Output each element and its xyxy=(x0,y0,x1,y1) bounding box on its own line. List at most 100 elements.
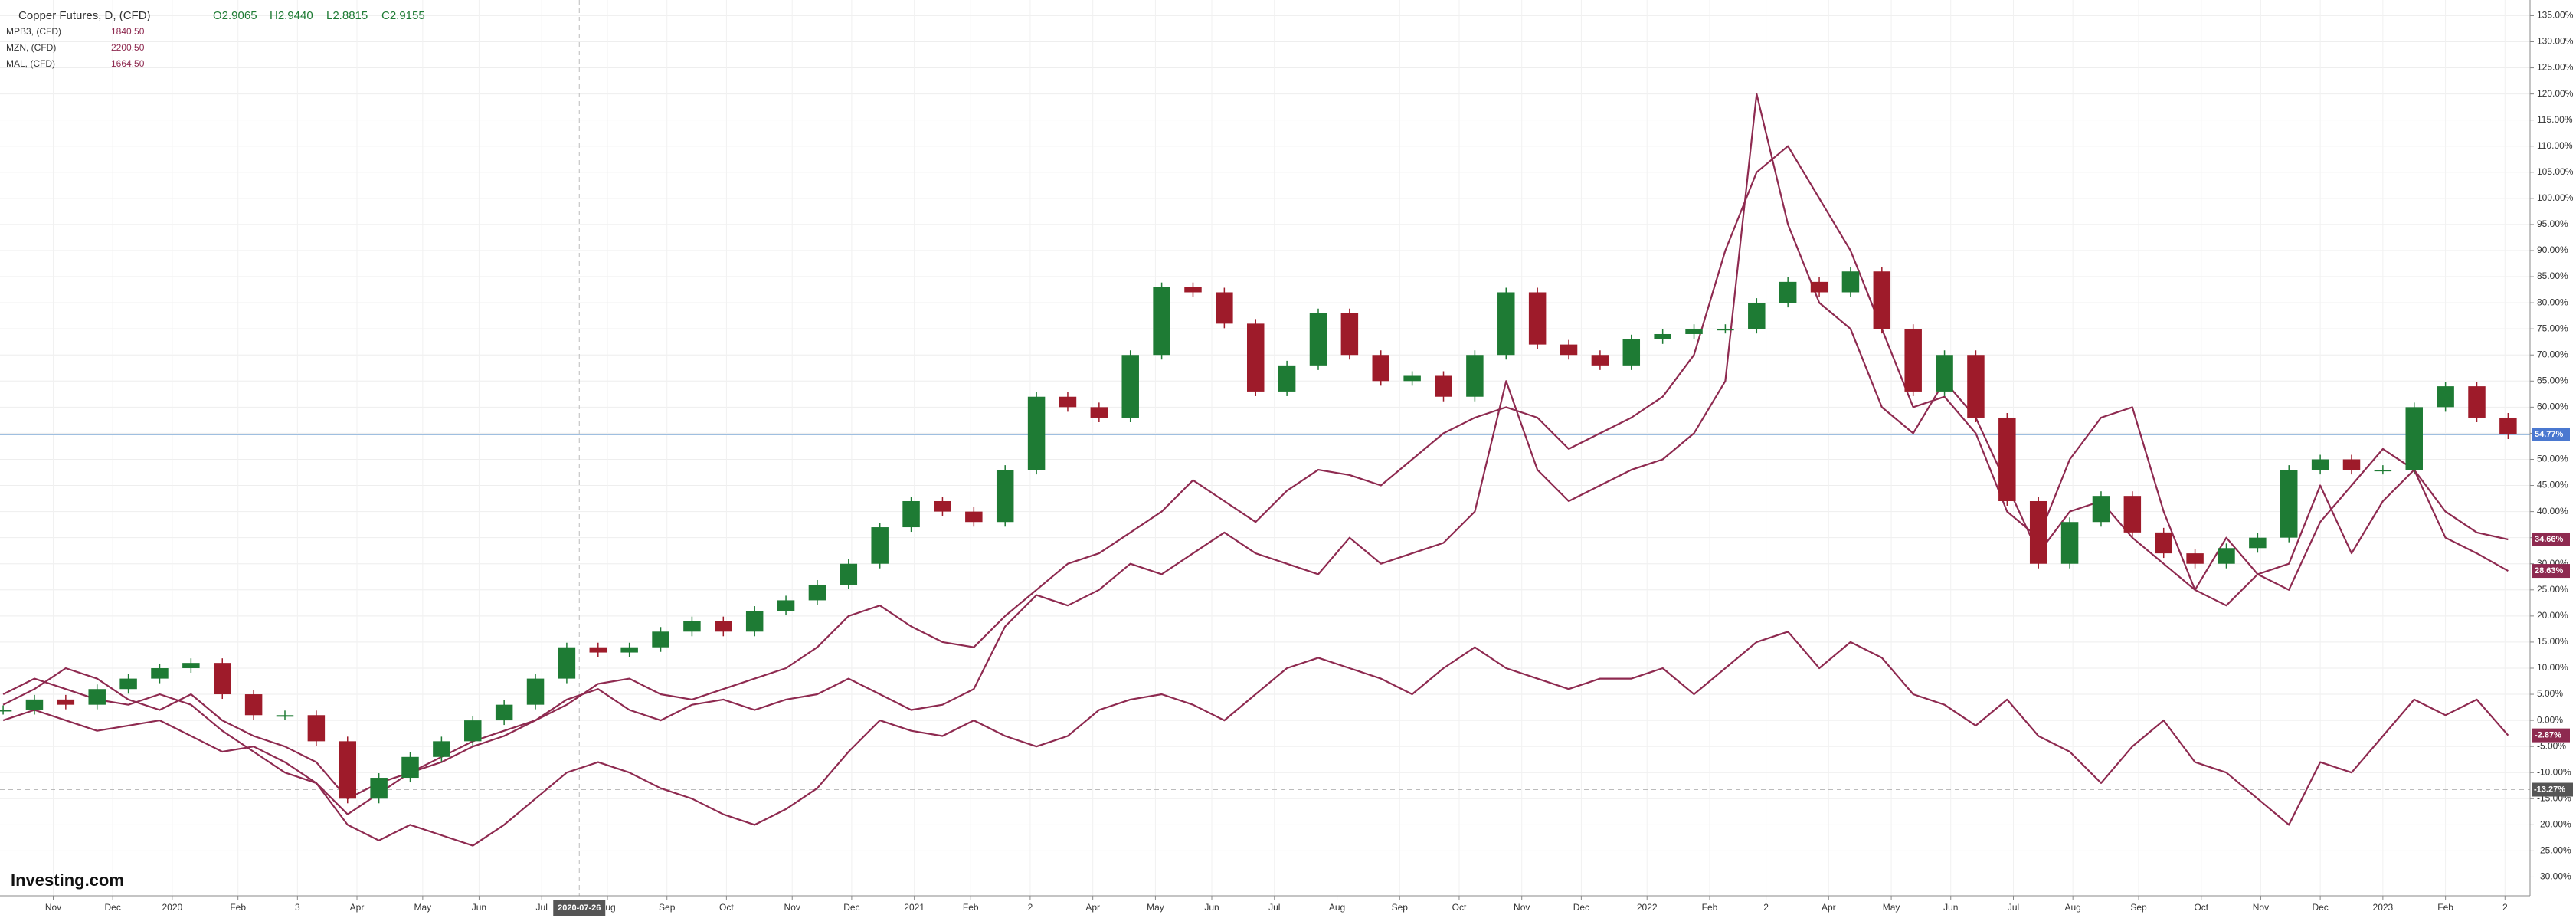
x-tick-label: Dec xyxy=(1573,902,1589,913)
x-tick-label: May xyxy=(1883,902,1900,913)
y-tick-label: 120.00% xyxy=(2537,88,2574,99)
candle xyxy=(1153,287,1170,356)
candle xyxy=(1810,281,1828,293)
crosshair-x-label: 2020-07-26 xyxy=(558,903,601,913)
candle xyxy=(526,678,545,705)
x-tick-label: 2 xyxy=(1763,902,1769,913)
y-tick-label: 80.00% xyxy=(2537,297,2568,307)
candle xyxy=(1372,355,1389,382)
y-tick-label: 5.00% xyxy=(2537,688,2563,699)
x-tick-label: May xyxy=(1147,902,1164,913)
candle xyxy=(1591,355,1609,366)
y-tick-label: 20.00% xyxy=(2537,610,2568,621)
y-tick-label: 95.00% xyxy=(2537,218,2568,229)
last-value-label: 54.77% xyxy=(2535,430,2564,439)
x-tick-label: Feb xyxy=(963,902,979,913)
ohlc-low: L2.8815 xyxy=(326,9,368,22)
y-tick-label: 85.00% xyxy=(2537,270,2568,281)
y-tick-label: -20.00% xyxy=(2537,819,2571,830)
y-tick-label: -25.00% xyxy=(2537,845,2571,856)
x-tick-label: Feb xyxy=(2437,902,2453,913)
candle xyxy=(1779,281,1797,303)
candle xyxy=(151,667,169,679)
candle xyxy=(745,611,764,632)
candle xyxy=(558,647,576,679)
candle xyxy=(2155,532,2172,554)
candle xyxy=(1622,339,1641,366)
candle xyxy=(2374,470,2392,472)
candle xyxy=(495,704,513,721)
candle xyxy=(464,720,482,742)
ohlc-high: H2.9440 xyxy=(270,9,313,22)
candle xyxy=(808,584,826,601)
candle xyxy=(777,600,795,611)
candle xyxy=(213,663,231,695)
y-tick-label: 45.00% xyxy=(2537,480,2568,490)
x-tick-label: Jul xyxy=(536,902,548,913)
x-tick-label: Sep xyxy=(659,902,676,913)
y-tick-label: 115.00% xyxy=(2537,114,2573,125)
candle xyxy=(2468,386,2486,418)
x-tick-label: Jul xyxy=(2008,902,2019,913)
candle xyxy=(2123,496,2142,533)
x-tick-label: Feb xyxy=(230,902,246,913)
candle xyxy=(683,621,701,632)
candle xyxy=(244,694,263,716)
candle xyxy=(401,756,419,779)
x-tick-label: 2022 xyxy=(1637,902,1658,913)
candle xyxy=(25,699,44,710)
y-tick-label: 50.00% xyxy=(2537,454,2568,464)
y-tick-label: 15.00% xyxy=(2537,636,2568,647)
y-tick-label: 25.00% xyxy=(2537,584,2568,595)
candle xyxy=(1998,417,2016,501)
candle xyxy=(1904,329,1922,392)
candle xyxy=(2342,459,2361,470)
last-value-label: 28.63% xyxy=(2535,566,2564,575)
candle xyxy=(1403,375,1421,382)
x-tick-label: Dec xyxy=(2312,902,2328,913)
candle xyxy=(370,778,388,799)
legend-entry: MZN, (CFD) xyxy=(6,42,56,53)
candle xyxy=(1246,323,1265,392)
x-tick-label: Oct xyxy=(2194,902,2208,913)
x-tick-label: 2023 xyxy=(2373,902,2394,913)
candle xyxy=(2437,386,2454,408)
candle xyxy=(1340,313,1359,356)
last-value-badge xyxy=(2532,728,2570,743)
candle xyxy=(1059,396,1077,408)
candle xyxy=(2249,537,2267,549)
y-tick-label: 90.00% xyxy=(2537,244,2568,255)
candle xyxy=(1654,333,1671,339)
y-tick-label: 110.00% xyxy=(2537,140,2573,151)
y-tick-label: -30.00% xyxy=(2537,871,2571,882)
ohlc-close: C2.9155 xyxy=(381,9,425,22)
y-tick-label: 60.00% xyxy=(2537,402,2568,412)
candle xyxy=(2029,500,2047,564)
x-tick-label: Sep xyxy=(2130,902,2147,913)
candle xyxy=(1560,344,1578,356)
legend-entry: MPB3, (CFD) xyxy=(6,26,61,37)
x-tick-label: Aug xyxy=(2064,902,2080,913)
x-tick-label: Oct xyxy=(1452,902,1467,913)
x-tick-label: Apr xyxy=(1085,902,1100,913)
crosshair-x-badge xyxy=(553,900,606,916)
marks xyxy=(0,93,2530,847)
x-tick-label: Nov xyxy=(784,902,800,913)
last-value-badge xyxy=(2532,427,2570,441)
candle xyxy=(88,689,106,705)
x-tick-label: Nov xyxy=(2253,902,2269,913)
x-tick-label: Nov xyxy=(1514,902,1530,913)
legend-title: Copper Futures, D, (CFD) xyxy=(18,9,151,22)
candle xyxy=(2060,522,2079,564)
legend-price: 1664.50 xyxy=(111,58,145,69)
crosshair-y-badge xyxy=(2532,782,2573,797)
candle xyxy=(1278,365,1296,392)
candle xyxy=(620,647,638,653)
y-tick-label: 100.00% xyxy=(2537,192,2574,203)
candle xyxy=(1216,292,1233,324)
candle xyxy=(0,710,12,712)
crosshair-y-label: -13.27% xyxy=(2534,785,2565,794)
y-tick-label: 70.00% xyxy=(2537,349,2568,359)
candle xyxy=(871,527,889,564)
x-tick-label: Sep xyxy=(1392,902,1409,913)
